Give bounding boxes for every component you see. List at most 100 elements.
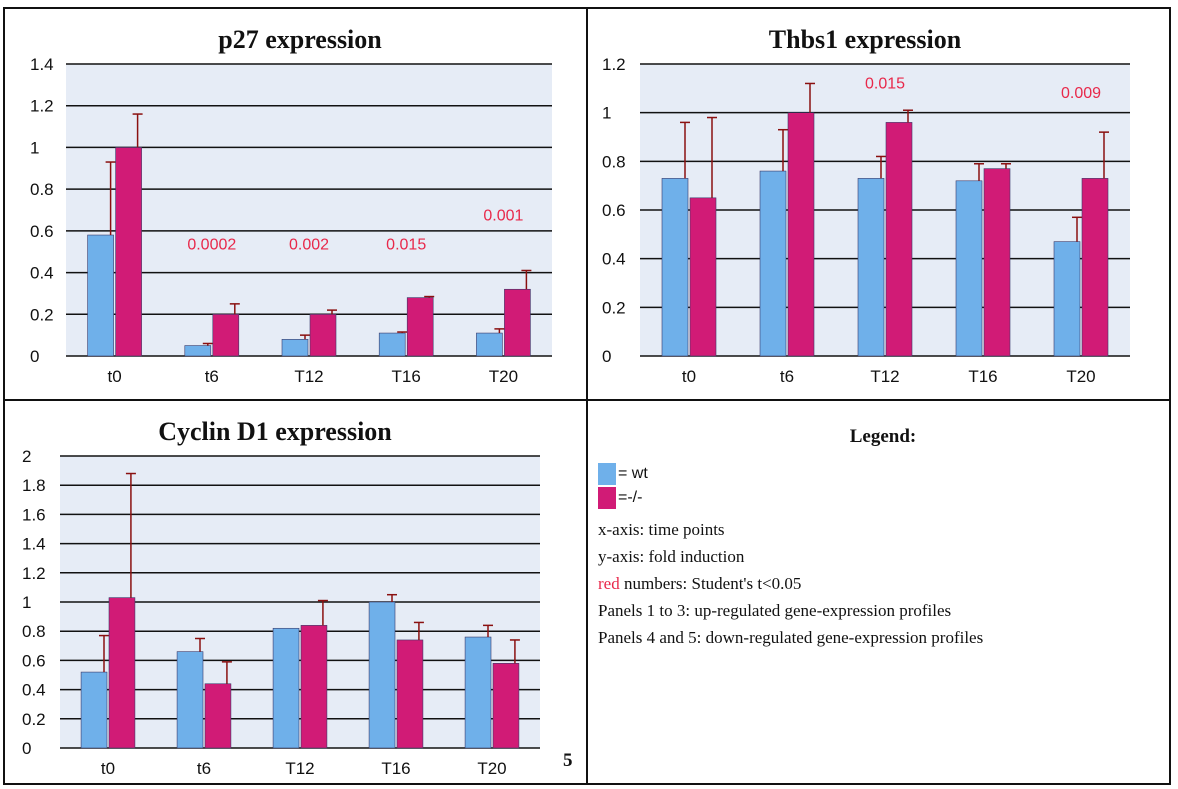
legend-y-axis-note: y-axis: fold induction xyxy=(598,547,745,566)
p27-chart: 0 0.2 0.4 0.6 0.8 1 1.2 1.4 t0 t6 T12 T16 T20 0.0002 0… xyxy=(30,25,552,386)
x-tick-label: t6 xyxy=(780,367,794,386)
bar-wt xyxy=(87,234,114,357)
x-tick-label: T12 xyxy=(294,367,323,386)
legend-label-wt: = wt xyxy=(618,465,648,482)
thbs1-chart: 0 0.2 0.4 0.6 0.8 1 1.2 t0 t6 T12 T16 T20 0.015 0.009… xyxy=(602,25,1130,386)
cyclin-d1-chart: 0 0.2 0.4 0.6 0.8 1 1.2 1.4 1.6 1.8 2 t0 t6 T12 T16 T20… xyxy=(22,417,540,778)
bar-wt xyxy=(857,178,885,357)
x-tick-label: T20 xyxy=(477,759,506,778)
y-tick-label: 0.6 xyxy=(30,222,54,241)
x-tick-label: t0 xyxy=(682,367,696,386)
y-tick-label: 0.8 xyxy=(22,622,46,641)
bar-wt xyxy=(661,178,689,357)
x-tick-label: T16 xyxy=(381,759,410,778)
bar-wt xyxy=(80,671,108,749)
y-tick-label: 1 xyxy=(602,104,611,123)
y-tick-label: 0.8 xyxy=(30,180,54,199)
legend-panels-up-note: Panels 1 to 3: up-regulated gene-express… xyxy=(598,601,952,620)
y-tick-label: 1.2 xyxy=(22,564,46,583)
chart-title: Cyclin D1 expression xyxy=(158,417,392,446)
bar-wt xyxy=(759,170,787,357)
y-tick-label: 0.2 xyxy=(22,710,46,729)
bar-ko xyxy=(108,597,136,749)
chart-title: Thbs1 expression xyxy=(769,25,962,54)
y-tick-label: 1 xyxy=(30,138,39,157)
bar-wt xyxy=(955,180,983,357)
y-tick-label: 0.8 xyxy=(602,152,626,171)
y-tick-label: 0 xyxy=(30,347,39,366)
y-tick-label: 2 xyxy=(22,447,31,466)
y-tick-label: 1 xyxy=(22,593,31,612)
x-tick-label: T16 xyxy=(968,367,997,386)
bar-ko xyxy=(300,625,328,749)
bar-ko xyxy=(115,147,142,357)
bar-ko xyxy=(492,663,520,749)
bar-ko xyxy=(212,313,240,357)
legend-swatch-wt xyxy=(598,463,616,485)
legend-significance-text: numbers: Student's t<0.05 xyxy=(619,574,802,593)
x-tick-label: T12 xyxy=(870,367,899,386)
x-tick-label: t6 xyxy=(205,367,219,386)
y-tick-label: 1.4 xyxy=(22,535,46,554)
bar-wt xyxy=(176,651,204,749)
p-value-label: 0.015 xyxy=(386,237,426,254)
y-tick-label: 0.4 xyxy=(22,681,46,700)
x-tick-label: t6 xyxy=(197,759,211,778)
p-value-label: 0.002 xyxy=(289,237,329,254)
y-tick-label: 0.2 xyxy=(30,305,54,324)
bar-ko xyxy=(504,288,531,357)
p-value-label: 0.001 xyxy=(483,207,523,224)
bar-ko xyxy=(309,313,337,357)
y-tick-label: 0 xyxy=(602,347,611,366)
y-tick-label: 1.2 xyxy=(602,55,626,74)
legend-swatch-ko xyxy=(598,487,616,509)
bar-ko xyxy=(204,683,232,749)
y-tick-label: 1.6 xyxy=(22,505,46,524)
x-tick-label: T20 xyxy=(489,367,518,386)
bar-ko xyxy=(406,297,434,357)
x-tick-label: T12 xyxy=(285,759,314,778)
y-tick-label: 1.2 xyxy=(30,97,54,116)
y-tick-label: 0.6 xyxy=(22,651,46,670)
bar-wt xyxy=(368,601,396,749)
chart-title: p27 expression xyxy=(218,25,382,54)
bar-ko xyxy=(983,168,1011,357)
bar-ko xyxy=(787,112,815,357)
legend-title: Legend: xyxy=(849,426,917,447)
y-tick-label: 0.4 xyxy=(602,250,626,269)
p-value-label: 0.015 xyxy=(865,75,905,92)
bar-wt xyxy=(378,332,406,357)
bar-wt xyxy=(464,636,492,749)
legend-panel: Legend: = wt =-/- x-axis: time points y-… xyxy=(598,418,1168,778)
x-tick-label: t0 xyxy=(108,367,122,386)
legend-panels-down-note: Panels 4 and 5: down-regulated gene-expr… xyxy=(598,628,984,647)
y-tick-label: 0.4 xyxy=(30,264,54,283)
p-value-label: 0.0002 xyxy=(187,237,236,254)
y-tick-label: 0.2 xyxy=(602,298,626,317)
legend-x-axis-note: x-axis: time points xyxy=(598,520,725,539)
y-tick-label: 1.4 xyxy=(30,55,54,74)
bar-wt xyxy=(184,345,212,357)
x-tick-label: t0 xyxy=(101,759,115,778)
p-value-label: 0.009 xyxy=(1061,85,1101,102)
legend-label-ko: =-/- xyxy=(618,489,643,506)
x-tick-label: T20 xyxy=(1066,367,1095,386)
y-tick-label: 0 xyxy=(22,739,31,758)
bar-wt xyxy=(281,339,309,357)
bar-wt xyxy=(272,627,300,749)
y-tick-label: 1.8 xyxy=(22,476,46,495)
bar-ko xyxy=(1081,178,1109,357)
page-number: 5 xyxy=(563,750,573,771)
legend-entry-ko: =-/- xyxy=(598,486,1168,510)
bar-ko xyxy=(885,122,913,357)
y-tick-label: 0.6 xyxy=(602,201,626,220)
bar-ko xyxy=(396,639,424,749)
bar-ko xyxy=(689,197,717,357)
bar-wt xyxy=(1053,241,1081,357)
legend-red-word: red xyxy=(598,574,620,593)
x-tick-label: T16 xyxy=(392,367,421,386)
plot-area xyxy=(66,64,552,356)
bar-wt xyxy=(476,332,503,357)
legend-significance-note: red numbers: Student's t<0.05 xyxy=(598,570,1168,597)
